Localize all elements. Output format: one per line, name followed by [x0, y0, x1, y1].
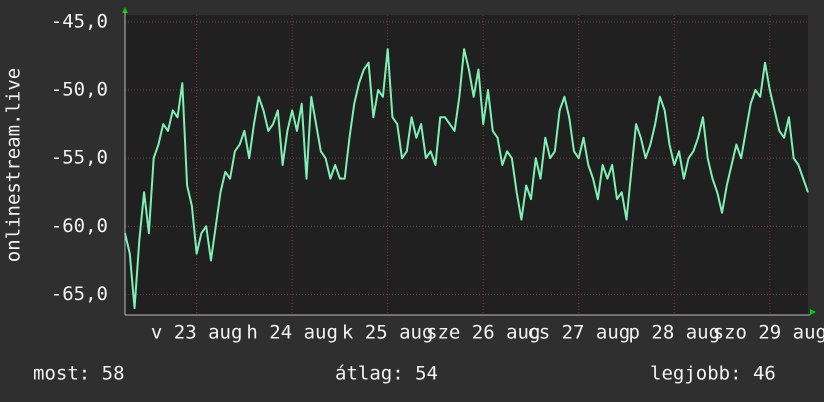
axis-arrow: [122, 7, 128, 13]
y-tick-label: -60,0: [51, 215, 108, 237]
y-tick-label: -45,0: [51, 10, 108, 32]
x-tick-label: cs 27 aug: [527, 322, 630, 344]
x-tick-label: sze 26 aug: [426, 322, 540, 344]
stat-current: most: 58: [33, 363, 125, 385]
stat-average: átlag: 54: [335, 363, 438, 385]
series-line: [124, 48, 809, 310]
y-tick-label: -50,0: [51, 79, 108, 101]
axis-arrow: [810, 309, 816, 315]
stat-best: legjobb: 46: [650, 363, 776, 385]
x-tick-label: k 25 aug: [342, 322, 434, 344]
x-tick-label: szo 29 aug: [713, 322, 824, 344]
y-axis-label: onlinestream.live: [3, 68, 25, 262]
x-tick-label: h 24 aug: [246, 322, 338, 344]
y-tick-label: -65,0: [51, 283, 108, 305]
x-tick-label: p 28 aug: [629, 322, 721, 344]
x-tick-label: v 23 aug: [151, 322, 243, 344]
plot-area: [125, 15, 808, 315]
y-tick-label: -55,0: [51, 147, 108, 169]
